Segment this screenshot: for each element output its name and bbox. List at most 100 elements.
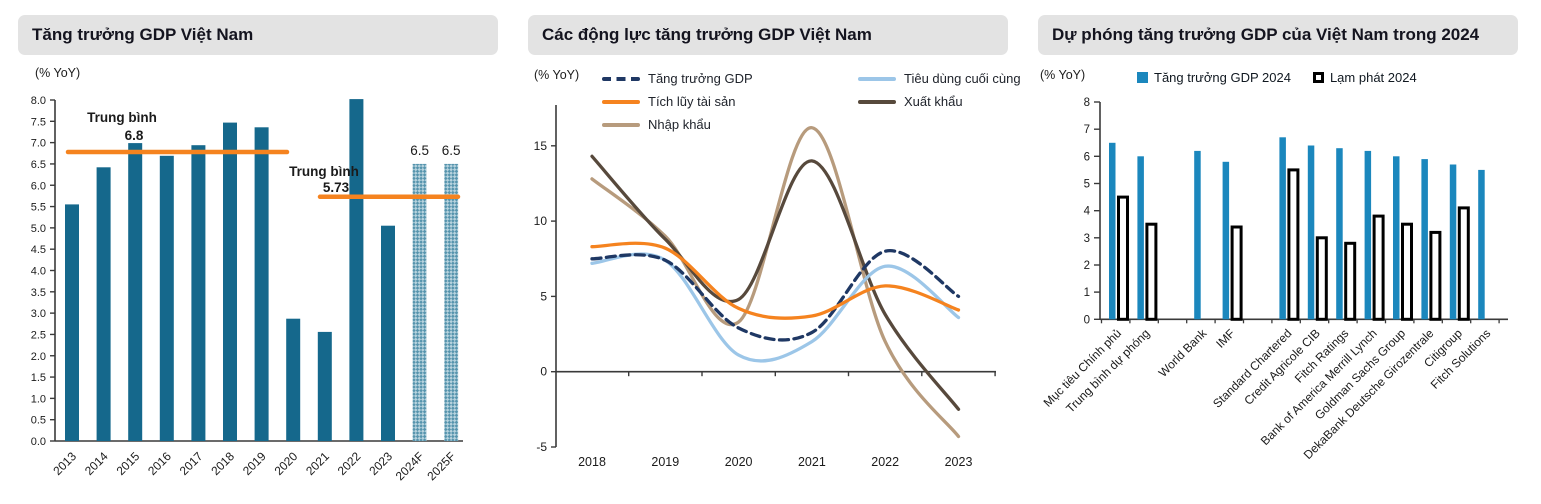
svg-text:0.0: 0.0 [31,436,46,448]
svg-text:1: 1 [1084,287,1090,299]
gdp-drivers-chart-svg: -5 0 5 10 15 2018 2019 2020 2021 2022 2023 [534,105,996,469]
x-axis [1100,318,1508,324]
gdp-bar [1109,142,1116,320]
svg-text:15: 15 [534,139,548,153]
legend-label: Tăng trưởng GDP [648,71,753,86]
svg-text:8: 8 [1084,97,1090,109]
x-tick-label: 2013 [50,449,79,478]
gdp-growth-bar-chart: 0.0 0.5 1.0 1.5 2.0 2.5 3.0 3.5 4.0 4.5 5.0 5.5 6.0 6… [18,60,498,499]
inflation-bar [1344,241,1357,321]
bar-2016 [159,155,174,442]
legend-label: Nhập khẩu [648,117,711,132]
axis-unit-label: (% YoY) [1040,68,1086,82]
svg-text:3: 3 [1084,233,1090,245]
svg-text:5.0: 5.0 [31,223,46,235]
legend-item: Tích lũy tài sản [602,90,858,113]
inflation-bar [1145,222,1158,321]
svg-text:-5: -5 [536,440,547,454]
inflation-bar [1315,236,1328,321]
legend-item: Xuất khẩu [858,90,1021,113]
legend-label: Tiêu dùng cuối cùng [904,71,1021,86]
gdp-legend-swatch [1137,72,1148,83]
svg-text:6: 6 [1084,151,1090,163]
series-line [590,249,961,342]
svg-text:Trung bình: Trung bình [289,164,359,179]
x-tick-label: 2017 [177,449,206,478]
gdp-drivers-legend: Tăng trưởng GDP Tiêu dùng cuối cùng Tích l… [602,67,1021,136]
inflation-bar [1230,225,1243,321]
panel-title: Dự phóng tăng trưởng GDP của Việt Nam tr… [1038,15,1518,55]
svg-text:4.0: 4.0 [31,266,46,278]
bars: 2013 2014 2015 2016 2017 2018 2019 2020 2021 2022… [50,99,461,483]
series-line [590,126,961,439]
y-axis: -5 0 5 10 15 [534,105,557,454]
x-tick-label: 2018 [208,449,237,478]
x-tick-label: World Bank [1156,326,1210,380]
svg-text:2: 2 [1084,260,1090,272]
svg-text:3.5: 3.5 [31,287,46,299]
x-tick-label: 2015 [114,449,143,478]
legend-item: Nhập khẩu [602,113,858,136]
svg-text:7.0: 7.0 [31,138,46,150]
bar-value-label: 6.5 [410,143,429,158]
legend-item: Tăng trưởng GDP [602,67,858,90]
inflation-bar [1117,195,1129,321]
series-line [590,154,961,411]
bar-2013 [65,204,79,441]
bar-2014 [96,167,111,442]
gdp-drivers-line-chart: -5 0 5 10 15 2018 2019 2020 2021 2022 2023 [528,60,1008,499]
inflation-bar [1372,214,1385,321]
svg-text:0: 0 [1084,314,1090,326]
x-tick-label: 2016 [145,449,174,478]
svg-text:6.0: 6.0 [31,180,46,192]
series-line [590,252,961,363]
series-line [590,241,961,320]
bar-2017 [191,145,206,441]
legend-line-swatch [858,76,896,81]
gdp-bar [1364,150,1372,320]
y-axis: 0.0 0.5 1.0 1.5 2.0 2.5 3.0 3.5 4.0 4.5 5.0 5.5 6.0 6… [31,95,56,448]
bar-2025F [444,163,459,441]
legend-line-swatch [602,76,640,81]
gdp-bar [1137,156,1144,320]
legend-label: Xuất khẩu [904,94,963,109]
x-tick-label: 2019 [651,455,679,469]
x-tick-label: 2020 [272,449,301,478]
gdp-bar [1478,169,1485,320]
inflation-bar [1401,222,1413,321]
bar-2022 [349,99,364,441]
bar-2021 [317,331,332,441]
x-tick-label: 2018 [578,455,606,469]
panel-gdp-growth: Tăng trưởng GDP Việt Nam (% YoY) 0.0 0.5 1… [18,0,498,499]
gdp-bar [1307,145,1315,320]
gdp-bar [1421,159,1428,320]
x-tick-label: 2021 [798,455,826,469]
gdp-bar [1393,156,1400,320]
bar-2023 [381,225,395,441]
svg-text:Trung bình: Trung bình [87,110,157,125]
inflation-bar [1287,168,1300,321]
gdp-bar [1222,161,1230,320]
svg-text:5.73: 5.73 [323,180,350,195]
svg-text:8.0: 8.0 [31,95,46,107]
legend-item: Lạm phát 2024 [1312,70,1417,85]
x-tick-label: 2022 [871,455,899,469]
legend-label: Lạm phát 2024 [1329,70,1417,85]
svg-text:3.0: 3.0 [31,308,46,320]
gdp-bar [1336,148,1343,320]
svg-text:6.8: 6.8 [125,128,144,143]
x-tick-label: 2025F [424,449,458,483]
svg-text:1.5: 1.5 [31,372,46,384]
inflation-legend-swatch [1312,72,1324,83]
svg-text:5: 5 [1084,179,1090,191]
svg-text:5: 5 [540,289,547,303]
svg-text:2.5: 2.5 [31,329,46,341]
x-tick-label: IMF [1213,326,1238,351]
panel-gdp-forecast-2024: Dự phóng tăng trưởng GDP của Việt Nam tr… [1038,0,1518,499]
inflation-bar [1429,230,1442,321]
panel-gdp-drivers: Các động lực tăng trưởng GDP Việt Nam (%… [528,0,1021,499]
gdp-bar [1279,137,1286,320]
